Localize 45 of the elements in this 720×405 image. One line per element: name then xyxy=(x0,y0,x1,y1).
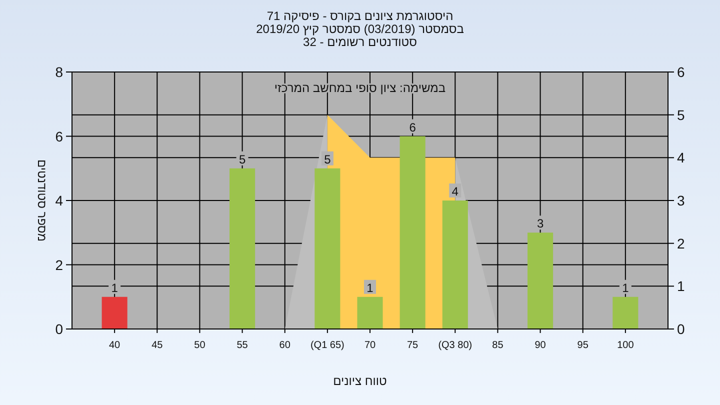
bar xyxy=(102,296,128,329)
y-tick-label: 4 xyxy=(55,192,64,208)
chart-subtitle: בסמסטר (03/2019) סמסטר קיץ 2019/20 סטודנטים רשומים - 32 xyxy=(256,22,464,49)
x-tick-label: 50 xyxy=(194,340,206,351)
y2-tick-label: 6 xyxy=(677,64,685,80)
x-tick-label: 45 xyxy=(152,340,164,351)
x-tick-label: 40 xyxy=(109,340,121,351)
x-tick-label: 55 xyxy=(236,340,248,351)
data-label: 1 xyxy=(622,280,630,295)
x-tick-label: 70 xyxy=(364,340,376,351)
y2-tick-label: 5 xyxy=(677,106,685,123)
data-label: 1 xyxy=(366,280,374,295)
data-label: 5 xyxy=(238,152,246,166)
x-tick-label: 100 xyxy=(617,340,634,351)
y2-tick-label: 3 xyxy=(677,192,685,208)
bar xyxy=(314,168,340,329)
data-label: 5 xyxy=(324,152,332,166)
y-tick-label: 6 xyxy=(55,128,64,144)
bar xyxy=(357,296,383,329)
x-tick-label: 95 xyxy=(577,340,589,351)
x-tick-label: 75 xyxy=(407,340,419,351)
y-tick-label: 0 xyxy=(55,321,64,337)
bar xyxy=(442,200,468,329)
x-tick-label: (Q1 65) xyxy=(310,340,344,351)
bar xyxy=(528,232,554,329)
data-label: 4 xyxy=(452,184,459,198)
x-axis-title: טווח ציונים xyxy=(333,374,388,388)
x-tick-label: 85 xyxy=(492,340,504,351)
data-label: 1 xyxy=(111,280,118,295)
bar xyxy=(230,168,256,329)
x-tick-label: (Q3 80) xyxy=(438,340,472,351)
y2-tick-label: 0 xyxy=(677,321,685,337)
y2-tick-label: 2 xyxy=(677,235,685,252)
y-tick-label: 2 xyxy=(55,256,64,273)
chart-title: היסטוגרמת ציונים בקורס - פיסיקה 71 xyxy=(266,9,454,23)
y-tick-label: 8 xyxy=(55,64,64,80)
data-label: 6 xyxy=(409,120,416,134)
data-label: 3 xyxy=(536,216,544,231)
y2-tick-label: 1 xyxy=(677,278,685,294)
x-tick-label: 90 xyxy=(534,340,546,351)
y2-tick-label: 4 xyxy=(677,150,685,166)
bar xyxy=(612,296,638,329)
x-tick-label: 60 xyxy=(279,340,291,351)
y-axis-title: מספר סטודנטים xyxy=(35,159,49,242)
bar xyxy=(400,136,426,329)
